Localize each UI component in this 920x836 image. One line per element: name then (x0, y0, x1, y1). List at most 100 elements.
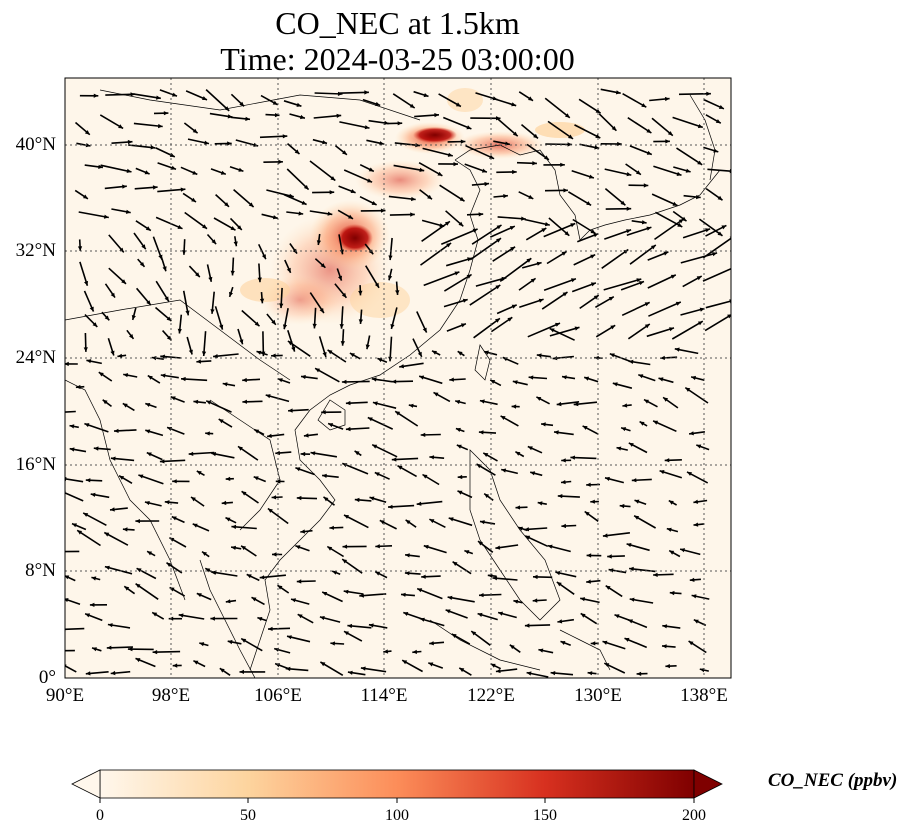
wind-arrow-head (634, 515, 640, 520)
wind-arrow-head (202, 96, 207, 100)
wind-arrow-head (75, 384, 81, 390)
wind-arrow-head (712, 252, 718, 257)
lat-tick-label: 8°N (25, 560, 56, 581)
wind-arrow-head (178, 613, 184, 618)
wind-arrow-head (731, 266, 736, 270)
wind-arrow-head (336, 113, 342, 118)
wind-arrow-head (419, 617, 425, 622)
wind-arrow-head (626, 206, 632, 211)
wind-arrow-head (257, 617, 263, 621)
wind-arrow-head (285, 666, 291, 672)
wind-arrow-head (89, 602, 95, 607)
wind-arrow-head (98, 372, 104, 377)
wind-arrow-head (501, 468, 507, 473)
wind-arrow-head (196, 359, 201, 364)
wind-arrow (314, 367, 340, 383)
wind-arrow-head (477, 612, 483, 617)
wind-arrow-head (421, 574, 426, 579)
wind-arrow (313, 114, 342, 119)
wind-arrow-head (261, 254, 266, 260)
wind-arrow-head (340, 341, 345, 346)
wind-arrow-head (93, 446, 99, 451)
wind-arrow-head (459, 196, 465, 202)
wind-arrow-head (114, 428, 119, 433)
wind-arrow-head (685, 387, 691, 392)
wind-arrow-head (199, 642, 205, 647)
wind-arrow-head (322, 140, 327, 145)
lon-tick-label: 98°E (151, 685, 191, 706)
wind-arrow-head (241, 638, 247, 643)
wind-arrow-head (90, 492, 96, 497)
coastlines (65, 89, 721, 678)
wind-arrow-head (713, 148, 719, 153)
map-frame (64, 77, 732, 679)
wind-arrow-head (667, 131, 673, 136)
wind-arrow-head (171, 165, 176, 170)
colorbar-tick-label: 200 (682, 807, 706, 824)
wind-arrow-head (188, 349, 193, 355)
wind-arrow-head (301, 200, 307, 205)
wind-arrow-head (98, 164, 103, 169)
wind-arrow (65, 410, 76, 413)
wind-arrow-head (403, 612, 409, 616)
wind-arrow-head (347, 623, 353, 629)
colorbar-tick-label: 100 (385, 807, 409, 824)
wind-arrow-head (85, 613, 91, 618)
wind-arrow-head (646, 226, 652, 231)
wind-arrow (604, 229, 632, 240)
wind-arrow-head (300, 529, 305, 534)
wind-arrow-head (412, 649, 417, 654)
wind-arrow-head (423, 544, 429, 549)
wind-arrow-head (447, 152, 453, 157)
wind-arrow-head (561, 523, 566, 529)
wind-arrow (287, 340, 311, 357)
wind-arrow-head (349, 353, 355, 358)
lat-tick-label: 32°N (15, 240, 56, 261)
wind-arrow (65, 491, 84, 502)
wind-arrow-head (432, 350, 437, 355)
wind-arrow-head (122, 527, 128, 532)
wind-arrow-head (665, 139, 670, 144)
wind-arrow-head (256, 350, 262, 355)
wind-arrow-head (127, 139, 133, 145)
wind-arrow-head (204, 140, 209, 145)
wind-arrow-head (437, 171, 443, 176)
wind-arrow-head (483, 452, 489, 457)
wind-arrow-head (267, 433, 272, 438)
wind-arrow-head (495, 285, 501, 290)
colorbar-tick-label: 150 (533, 807, 557, 824)
wind-arrow-head (329, 525, 334, 530)
wind-arrow-head (621, 427, 627, 432)
wind-arrow-head (515, 451, 521, 456)
wind-arrow-head (605, 476, 610, 481)
wind-arrow-head (162, 266, 167, 272)
wind-arrow-head (369, 496, 375, 501)
wind-arrow-head (608, 296, 614, 301)
wind-arrow-head (676, 171, 682, 176)
wind-arrow-head (616, 446, 622, 451)
wind-arrow-head (169, 153, 175, 157)
wind-arrow-head (225, 517, 231, 522)
wind-arrow (627, 117, 652, 134)
wind-arrow-head (135, 583, 141, 588)
wind-arrow-head (510, 246, 516, 251)
wind-arrow-head (296, 495, 302, 501)
wind-arrow (343, 169, 373, 183)
wind-arrow-head (552, 356, 558, 361)
wind-arrow-head (65, 575, 70, 580)
wind-arrow-head (611, 126, 617, 131)
wind-arrow (205, 89, 230, 112)
wind-arrow (205, 400, 232, 413)
wind-arrow-head (530, 278, 536, 283)
wind-arrow-head (390, 324, 395, 329)
wind-arrow-head (626, 172, 632, 177)
wind-arrow-head (372, 444, 378, 449)
wind-arrow-head (103, 214, 109, 219)
lon-tick-label: 130°E (574, 685, 622, 706)
wind-arrow-head (277, 378, 283, 383)
wind-arrow-head (538, 298, 544, 303)
wind-arrow-head (608, 568, 614, 573)
wind-arrow-head (457, 474, 463, 480)
wind-arrow-head (550, 671, 556, 676)
wind-arrow-head (146, 452, 152, 457)
